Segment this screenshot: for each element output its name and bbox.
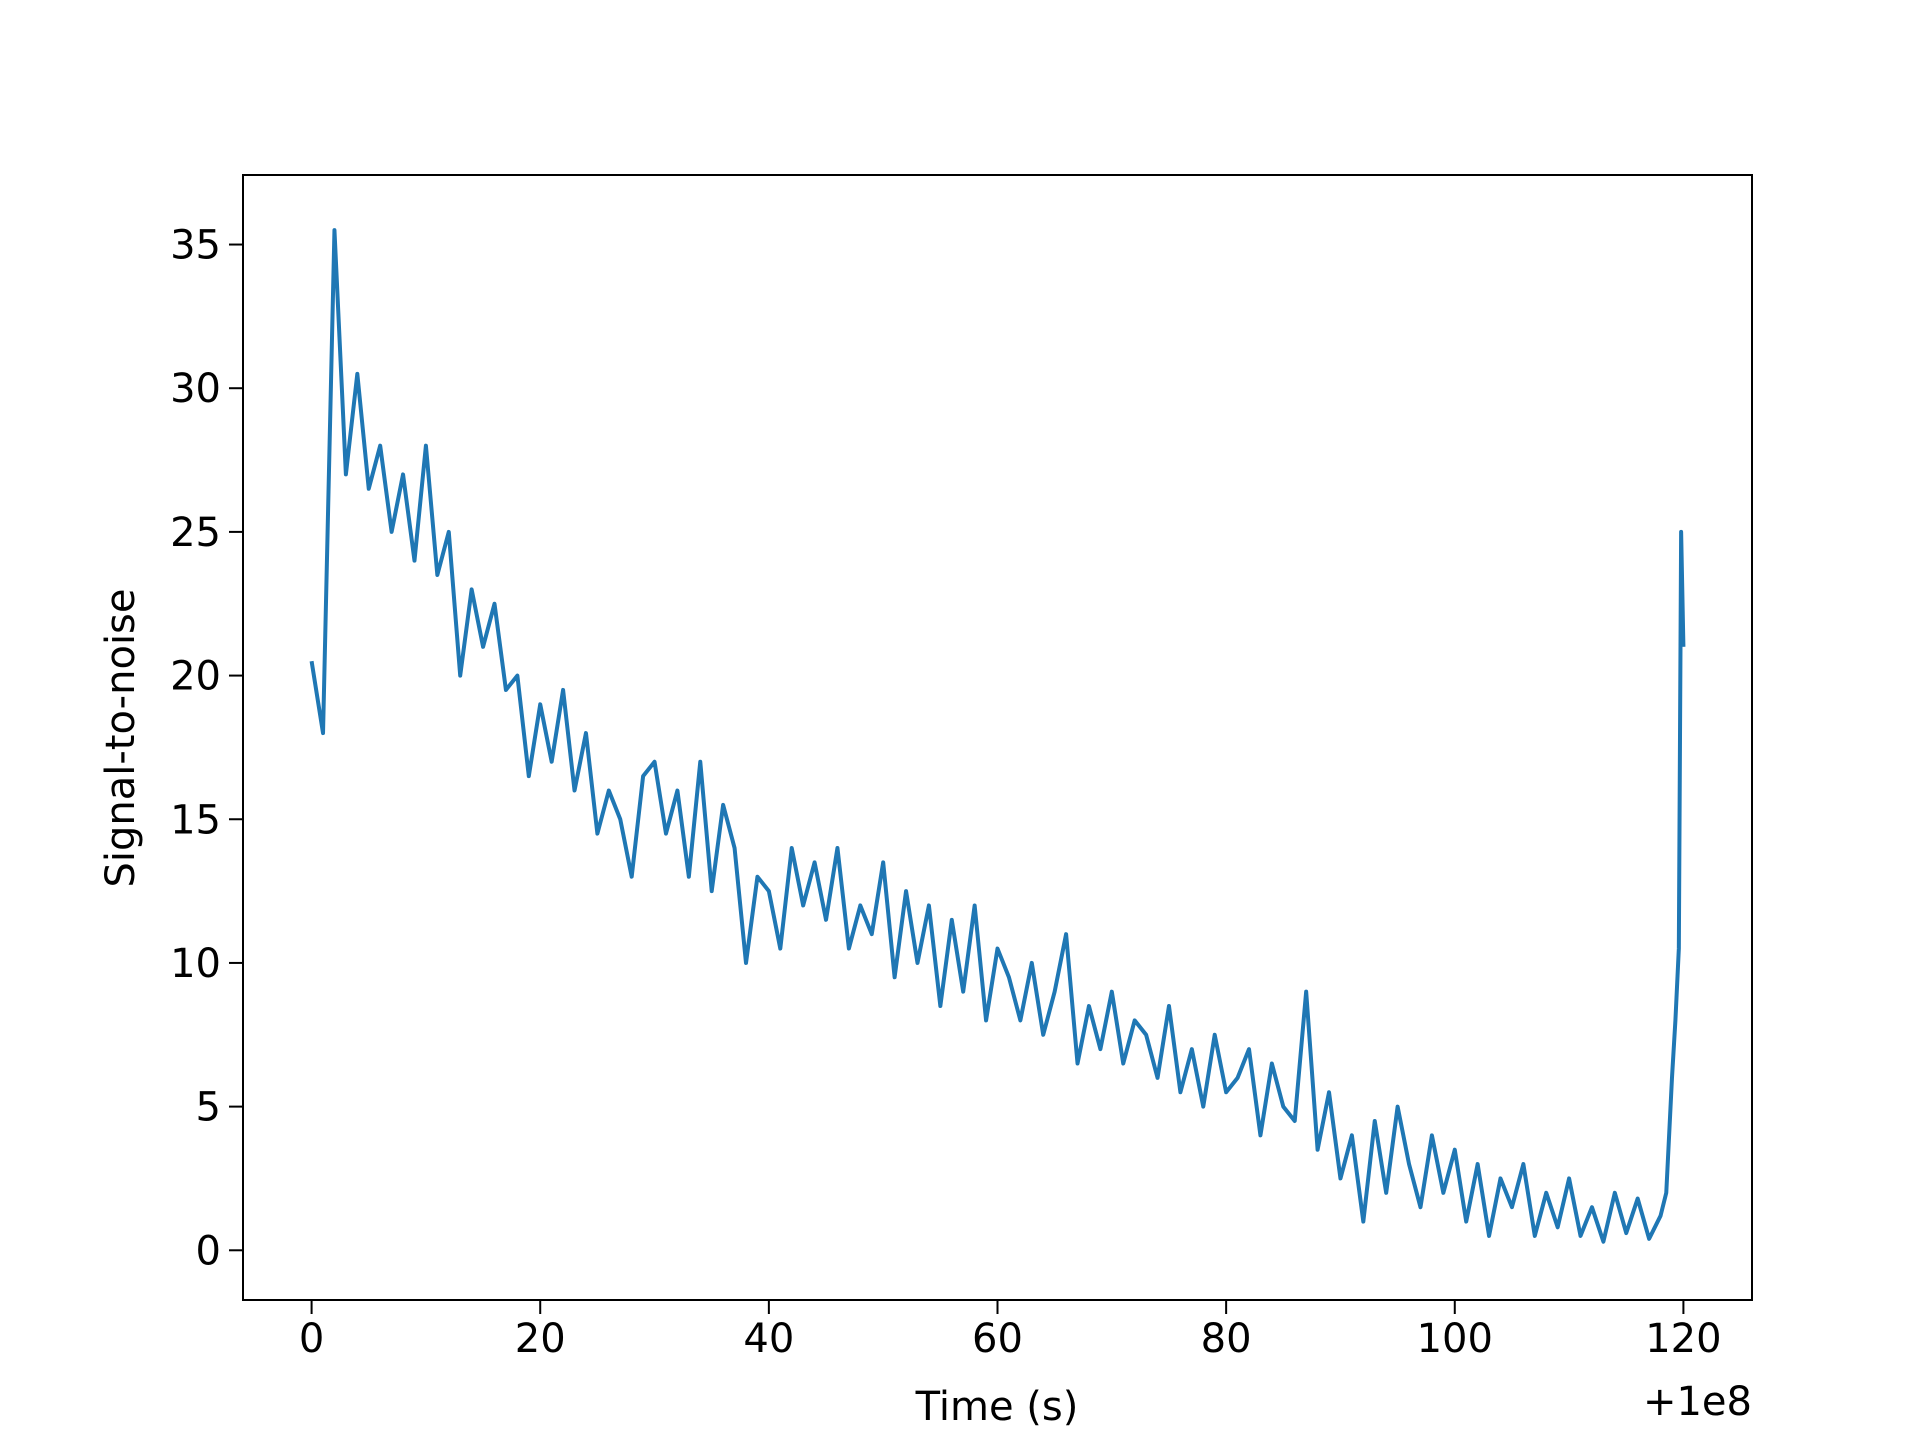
x-tick-label: 80 <box>1201 1316 1252 1362</box>
x-tick-label: 20 <box>515 1316 566 1362</box>
x-tick-label: 60 <box>972 1316 1023 1362</box>
x-tick-label: 0 <box>299 1316 324 1362</box>
y-tick-label: 10 <box>170 941 221 987</box>
x-tick-label: 40 <box>743 1316 794 1362</box>
x-tick-label: 120 <box>1645 1316 1721 1362</box>
plot-frame <box>242 174 1753 1301</box>
y-axis-label: Signal-to-noise <box>98 588 144 887</box>
y-tick-label: 30 <box>170 366 221 412</box>
data-line <box>309 228 1686 1244</box>
y-tick-label: 35 <box>170 223 221 269</box>
y-tick-label: 5 <box>196 1085 221 1131</box>
y-tick-label: 20 <box>170 654 221 700</box>
x-tick-label: 100 <box>1417 1316 1493 1362</box>
x-axis-label: Time (s) <box>915 1384 1079 1430</box>
x-offset-label: +1e8 <box>1643 1379 1752 1425</box>
y-tick-label: 25 <box>170 510 221 556</box>
y-tick-label: 0 <box>196 1228 221 1274</box>
y-tick-label: 15 <box>170 797 221 843</box>
